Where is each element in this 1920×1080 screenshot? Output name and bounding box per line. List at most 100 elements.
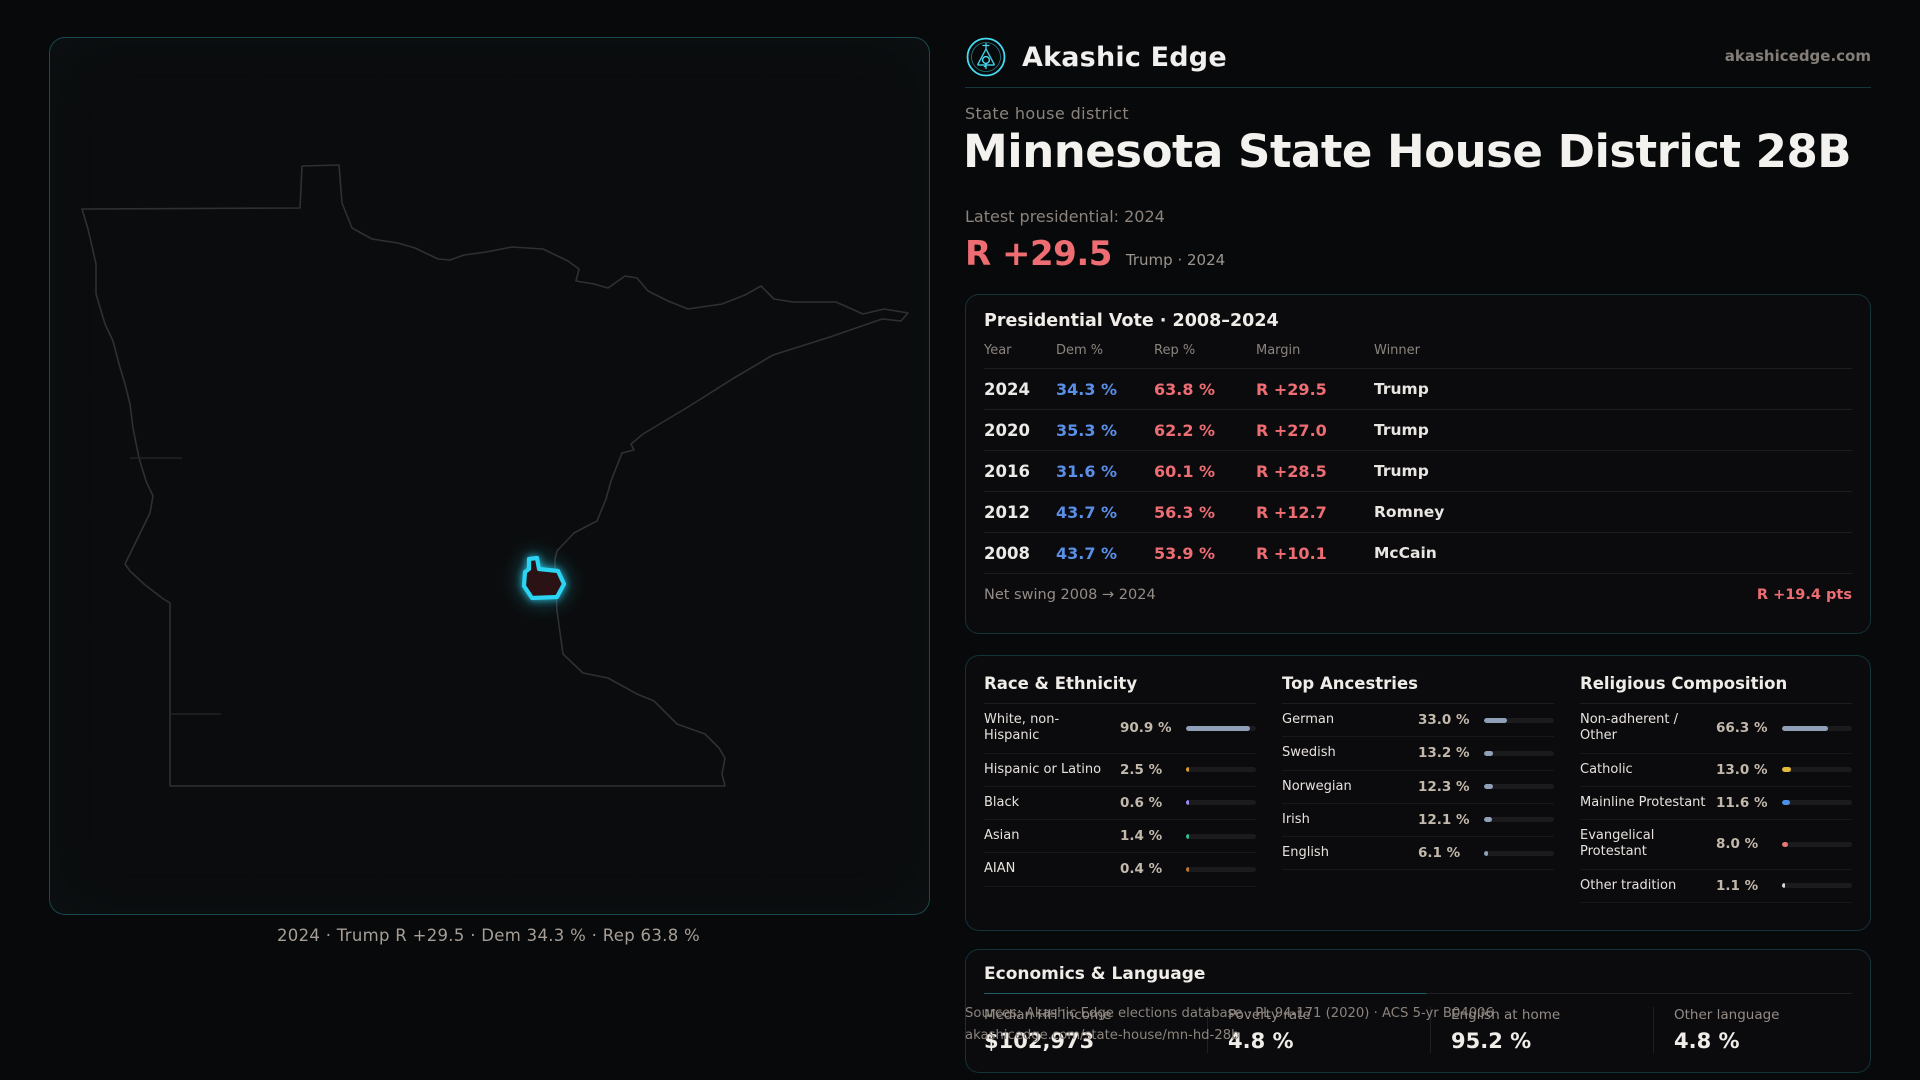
stat-bar-track — [1186, 725, 1256, 731]
presidential-vote-card: Presidential Vote · 2008–2024 Year Dem % R… — [965, 294, 1871, 634]
stat-bar-fill — [1484, 750, 1494, 756]
stat-row: AIAN 0.4 % — [984, 853, 1256, 887]
vote-cell-margin: R +29.5 — [1256, 379, 1327, 399]
minnesota-map — [81, 164, 909, 787]
stat-label: Asian — [984, 828, 1020, 843]
stat-bar-track — [1484, 784, 1554, 790]
stat-value: 13.0 % — [1716, 761, 1768, 778]
stat-row: Asian 1.4 % — [984, 820, 1256, 854]
econ-stat: Other language 4.8 % — [1653, 1007, 1852, 1053]
stat-bar-track — [1484, 717, 1554, 723]
vote-table-header: Year Dem % Rep % Margin Winner — [984, 343, 1852, 369]
stat-bar-track — [1782, 883, 1852, 889]
econ-stat: English at home 95.2 % — [1430, 1007, 1653, 1053]
vote-cell-dem: 43.7 % — [1056, 543, 1118, 563]
stat-label: Evangelical Protestant — [1580, 828, 1655, 860]
vote-cell-dem: 31.6 % — [1056, 461, 1118, 481]
stat-bar-track — [1186, 800, 1256, 806]
map-card — [49, 37, 930, 915]
stat-row: Irish 12.1 % — [1282, 804, 1554, 837]
district-28b-shape[interactable] — [521, 555, 567, 601]
stat-value: 2.5 % — [1120, 761, 1163, 778]
headline-margin: R +29.5 — [965, 234, 1112, 274]
vote-table-row: 2012 43.7 % 56.3 % R +12.7 Romney — [984, 492, 1852, 533]
stat-bar-fill — [1186, 800, 1189, 806]
stat-bar-track — [1484, 817, 1554, 823]
vote-cell-dem: 34.3 % — [1056, 379, 1118, 399]
stat-bar-fill — [1484, 817, 1493, 823]
latest-presidential-label: Latest presidential: 2024 — [965, 207, 1165, 226]
stat-label: Non-adherent / Other — [1580, 712, 1678, 744]
vote-cell-year: 2008 — [984, 543, 1030, 563]
net-swing-value: R +19.4 pts — [1756, 587, 1852, 603]
vote-table-title: Presidential Vote · 2008–2024 — [984, 311, 1279, 331]
economics-card: Economics & Language Median HH income $10… — [965, 949, 1871, 1073]
vote-table-row: 2020 35.3 % 62.2 % R +27.0 Trump — [984, 410, 1852, 451]
stat-bar-fill — [1186, 866, 1189, 872]
brand-row: Akashic Edge akashicedge.com — [965, 33, 1871, 81]
stat-bar-track — [1186, 833, 1256, 839]
vote-cell-winner: Romney — [1374, 503, 1445, 521]
stat-value: 11.6 % — [1716, 794, 1768, 811]
minnesota-outline — [81, 164, 909, 787]
vote-col-header: Year — [984, 343, 1012, 358]
county-boundary-lines — [130, 457, 221, 715]
vote-cell-rep: 53.9 % — [1154, 543, 1216, 563]
vote-cell-year: 2024 — [984, 379, 1030, 399]
brand-domain-link[interactable]: akashicedge.com — [1724, 47, 1871, 65]
vote-cell-winner: Trump — [1374, 421, 1429, 439]
stat-label: Norwegian — [1282, 778, 1352, 794]
kicker-label: State house district — [965, 104, 1130, 123]
stat-value: 33.0 % — [1418, 712, 1470, 729]
stat-value: 8.0 % — [1716, 836, 1759, 853]
stat-bar-fill — [1186, 833, 1189, 839]
page-title: Minnesota State House District 28B — [963, 125, 1852, 178]
akashic-edge-logo-icon[interactable] — [965, 36, 1007, 78]
stat-bar-track — [1186, 866, 1256, 872]
stat-row: Evangelical Protestant 8.0 % — [1580, 820, 1852, 870]
stat-label: Other tradition — [1580, 877, 1677, 893]
econ-stat: Poverty rate 4.8 % — [1207, 1007, 1430, 1053]
vote-cell-rep: 60.1 % — [1154, 461, 1216, 481]
stat-value: 13.2 % — [1418, 745, 1470, 762]
panel-title-race: Race & Ethnicity — [984, 674, 1256, 704]
panel-religion: Religious Composition Non-adherent / Othe… — [1580, 672, 1852, 903]
stat-value: 90.9 % — [1120, 720, 1172, 737]
stat-row: Mainline Protestant 11.6 % — [1580, 787, 1852, 820]
stat-bar-track — [1484, 750, 1554, 756]
vote-cell-margin: R +10.1 — [1256, 543, 1327, 563]
stat-label: Swedish — [1282, 745, 1336, 761]
stat-value: 6.1 % — [1418, 845, 1461, 862]
stat-value: 1.1 % — [1716, 877, 1759, 894]
stat-bar-track — [1484, 850, 1554, 856]
econ-stat-value: $102,973 — [984, 1029, 1095, 1053]
vote-cell-rep: 56.3 % — [1154, 502, 1216, 522]
econ-stat-value: 4.8 % — [1674, 1029, 1740, 1053]
vote-col-header: Dem % — [1056, 343, 1104, 358]
stat-value: 0.6 % — [1120, 794, 1163, 811]
vote-cell-winner: McCain — [1374, 544, 1437, 562]
stat-row: Hispanic or Latino 2.5 % — [984, 754, 1256, 787]
economics-divider — [984, 993, 1852, 994]
stat-label: Catholic — [1580, 761, 1633, 777]
vote-table-row: 2008 43.7 % 53.9 % R +10.1 McCain — [984, 533, 1852, 574]
vote-cell-rep: 62.2 % — [1154, 420, 1216, 440]
panel-ancestries: Top Ancestries German 33.0 % Swedish 13.2 % N… — [1282, 672, 1554, 903]
econ-stat: Median HH income $102,973 — [984, 1007, 1207, 1053]
economics-title: Economics & Language — [984, 964, 1206, 984]
stat-bar-fill — [1484, 717, 1508, 723]
stat-bar-fill — [1782, 725, 1829, 731]
econ-stat-label: English at home — [1451, 1007, 1561, 1023]
map-caption: 2024 · Trump R +29.5 · Dem 34.3 % · Rep … — [276, 926, 701, 945]
stat-value: 0.4 % — [1120, 861, 1163, 878]
vote-cell-dem: 35.3 % — [1056, 420, 1118, 440]
net-swing-label: Net swing 2008 → 2024 — [984, 587, 1156, 603]
stat-row: Norwegian 12.3 % — [1282, 771, 1554, 804]
stat-label: White, non-Hispanic — [984, 712, 1060, 744]
econ-stat-label: Median HH income — [984, 1007, 1112, 1023]
stat-value: 66.3 % — [1716, 720, 1768, 737]
vote-table-row: 2016 31.6 % 60.1 % R +28.5 Trump — [984, 451, 1852, 492]
stat-row: Catholic 13.0 % — [1580, 754, 1852, 787]
vote-cell-dem: 43.7 % — [1056, 502, 1118, 522]
